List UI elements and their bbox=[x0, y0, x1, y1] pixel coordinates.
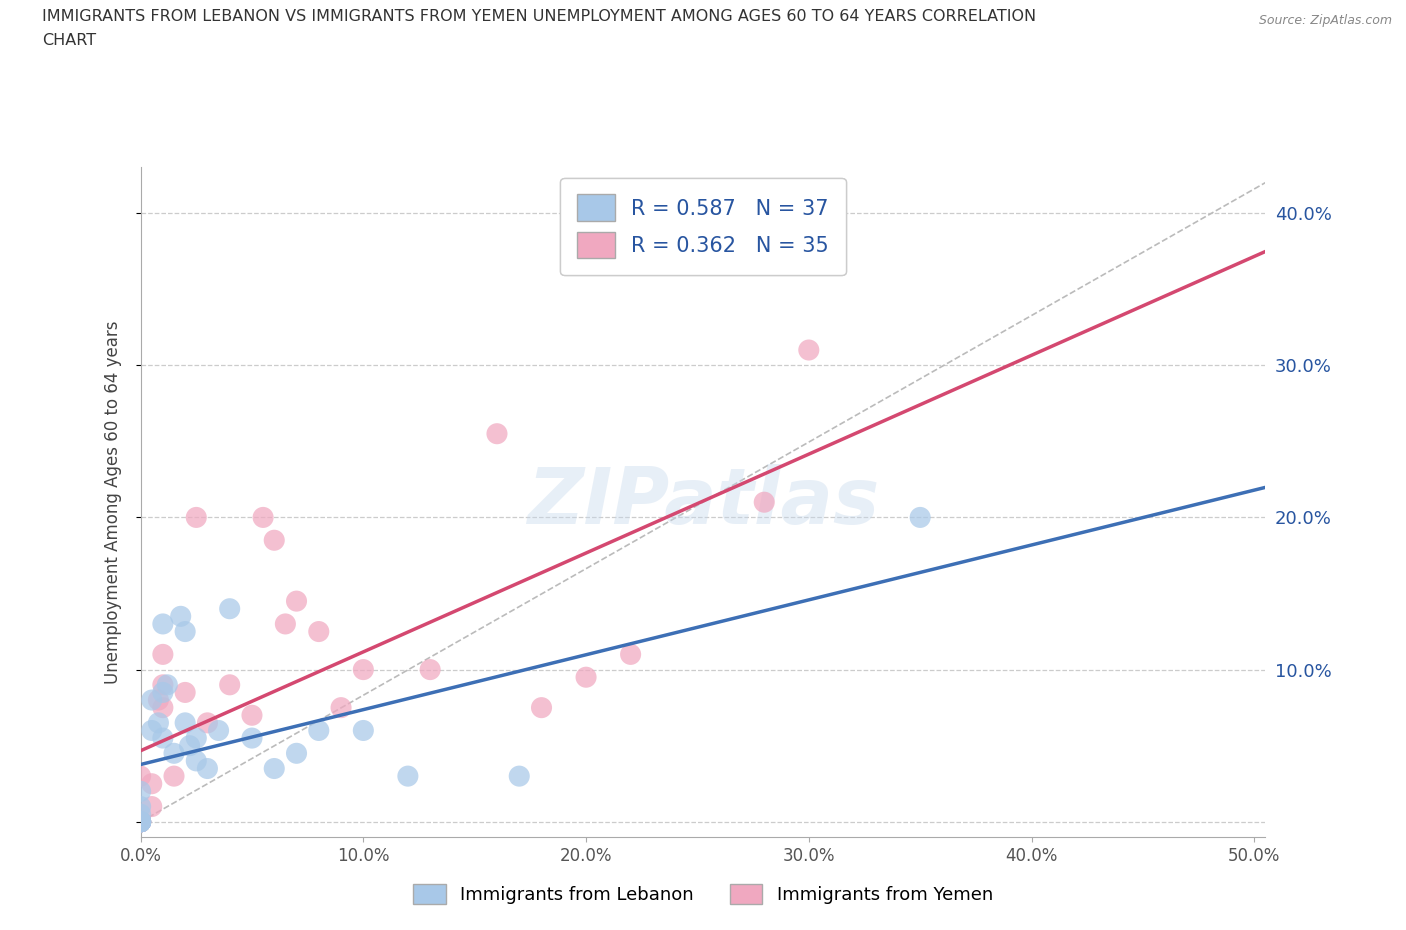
Point bbox=[129, 815, 152, 830]
Point bbox=[240, 708, 263, 723]
Point bbox=[179, 738, 201, 753]
Legend: R = 0.587   N = 37, R = 0.362   N = 35: R = 0.587 N = 37, R = 0.362 N = 35 bbox=[561, 178, 845, 275]
Point bbox=[156, 677, 179, 692]
Point bbox=[530, 700, 553, 715]
Point bbox=[141, 723, 163, 737]
Point bbox=[129, 815, 152, 830]
Point bbox=[207, 723, 229, 737]
Point bbox=[129, 815, 152, 830]
Point bbox=[252, 510, 274, 525]
Point bbox=[508, 769, 530, 784]
Point bbox=[129, 815, 152, 830]
Point bbox=[274, 617, 297, 631]
Point bbox=[308, 723, 330, 737]
Point bbox=[129, 815, 152, 830]
Point bbox=[152, 731, 174, 746]
Point bbox=[174, 715, 197, 730]
Point bbox=[129, 815, 152, 830]
Point bbox=[285, 593, 308, 608]
Point bbox=[620, 647, 643, 662]
Point bbox=[263, 761, 285, 776]
Point bbox=[129, 769, 152, 784]
Text: Source: ZipAtlas.com: Source: ZipAtlas.com bbox=[1258, 14, 1392, 27]
Point bbox=[352, 723, 374, 737]
Point bbox=[186, 731, 208, 746]
Point bbox=[285, 746, 308, 761]
Point bbox=[129, 815, 152, 830]
Point bbox=[129, 815, 152, 830]
Point bbox=[575, 670, 598, 684]
Text: ZIPatlas: ZIPatlas bbox=[527, 464, 879, 540]
Point bbox=[141, 693, 163, 708]
Point bbox=[797, 342, 820, 357]
Point bbox=[129, 815, 152, 830]
Point bbox=[129, 815, 152, 830]
Point bbox=[170, 609, 193, 624]
Point bbox=[197, 761, 219, 776]
Point bbox=[152, 617, 174, 631]
Point bbox=[152, 677, 174, 692]
Point bbox=[152, 647, 174, 662]
Point bbox=[908, 510, 931, 525]
Point bbox=[129, 815, 152, 830]
Point bbox=[754, 495, 776, 510]
Point bbox=[129, 815, 152, 830]
Point bbox=[263, 533, 285, 548]
Point bbox=[129, 815, 152, 830]
Point bbox=[163, 769, 186, 784]
Point bbox=[218, 677, 240, 692]
Point bbox=[308, 624, 330, 639]
Point bbox=[152, 685, 174, 700]
Point bbox=[148, 715, 170, 730]
Text: IMMIGRANTS FROM LEBANON VS IMMIGRANTS FROM YEMEN UNEMPLOYMENT AMONG AGES 60 TO 6: IMMIGRANTS FROM LEBANON VS IMMIGRANTS FR… bbox=[42, 9, 1036, 24]
Point bbox=[129, 815, 152, 830]
Y-axis label: Unemployment Among Ages 60 to 64 years: Unemployment Among Ages 60 to 64 years bbox=[104, 321, 122, 684]
Point bbox=[152, 700, 174, 715]
Point bbox=[197, 715, 219, 730]
Point bbox=[148, 693, 170, 708]
Legend: Immigrants from Lebanon, Immigrants from Yemen: Immigrants from Lebanon, Immigrants from… bbox=[406, 876, 1000, 911]
Point bbox=[240, 731, 263, 746]
Point bbox=[330, 700, 353, 715]
Point bbox=[186, 510, 208, 525]
Point bbox=[485, 426, 508, 441]
Point bbox=[129, 815, 152, 830]
Point bbox=[129, 806, 152, 821]
Point bbox=[141, 799, 163, 814]
Point bbox=[352, 662, 374, 677]
Point bbox=[129, 815, 152, 830]
Point bbox=[174, 624, 197, 639]
Point bbox=[186, 753, 208, 768]
Point bbox=[396, 769, 419, 784]
Point bbox=[419, 662, 441, 677]
Point bbox=[163, 746, 186, 761]
Text: CHART: CHART bbox=[42, 33, 96, 47]
Point bbox=[218, 602, 240, 617]
Point bbox=[129, 815, 152, 830]
Point bbox=[129, 799, 152, 814]
Point bbox=[174, 685, 197, 700]
Point bbox=[141, 777, 163, 791]
Point bbox=[129, 784, 152, 799]
